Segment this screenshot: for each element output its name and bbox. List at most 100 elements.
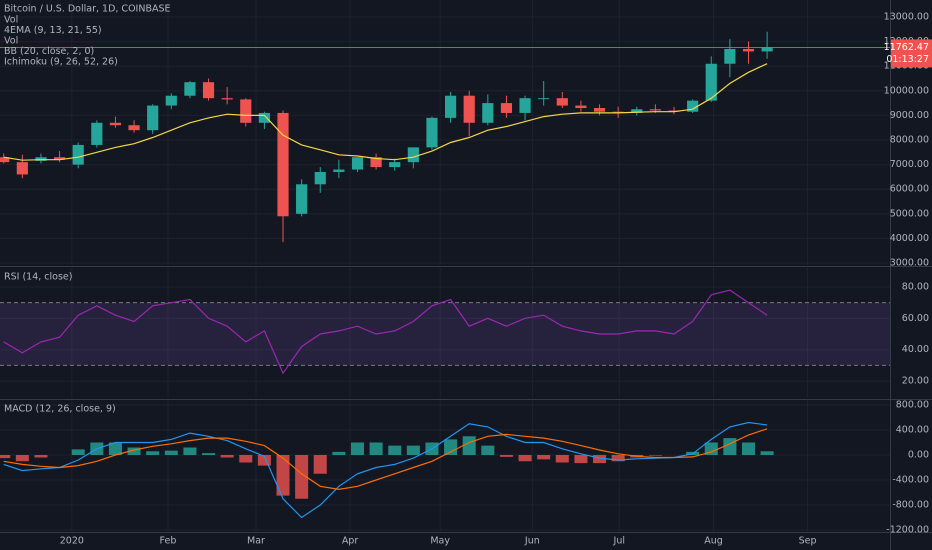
histogram-bar (276, 455, 290, 496)
histogram-bar (220, 455, 234, 458)
y-tick-label: 4000.00 (890, 233, 929, 244)
histogram-bar (723, 438, 737, 455)
candle-body (426, 117, 438, 148)
histogram-bar (593, 455, 607, 464)
candle-body (761, 47, 773, 52)
x-tick-label: Apr (342, 536, 359, 547)
x-tick-label: Feb (160, 536, 177, 547)
last-price-label: 11762.47 (884, 42, 929, 53)
indicator-legend: Ichimoku (9, 26, 52, 26) (4, 57, 118, 68)
candle-body (445, 95, 457, 118)
candle-body (165, 95, 177, 106)
histogram-bar (239, 455, 253, 463)
histogram-bar (537, 455, 551, 460)
histogram-bar (108, 442, 122, 455)
x-tick-label: Sep (799, 536, 817, 547)
y-tick-label: 6000.00 (890, 184, 929, 195)
x-tick-label: May (430, 536, 450, 547)
histogram-bar (555, 455, 569, 463)
x-tick-label: Mar (247, 536, 265, 547)
indicator-line (3, 428, 768, 491)
candle-body (742, 48, 755, 52)
indicator-line (3, 421, 768, 519)
histogram-bar (462, 436, 476, 455)
y-tick-label: 10000.00 (884, 85, 929, 96)
pane-title: Bitcoin / U.S. Dollar, 1D, COINBASE (4, 4, 171, 15)
pane-title: RSI (14, close) (4, 272, 72, 283)
candle-body (72, 144, 84, 165)
histogram-bar (499, 455, 513, 457)
candle-body (240, 99, 252, 123)
candle-body (277, 112, 289, 217)
histogram-bar (648, 455, 662, 456)
y-tick-label: 5000.00 (890, 208, 929, 219)
y-tick-label: 0.00 (908, 450, 929, 461)
indicator-legend: Vol (4, 36, 18, 47)
histogram-bar (388, 445, 402, 455)
candle-body (314, 171, 326, 185)
histogram-bar (704, 442, 718, 455)
candle-body (202, 82, 215, 99)
candle-body (258, 112, 270, 123)
y-tick-label: 40.00 (902, 344, 929, 355)
indicator-legend: BB (20, close, 2, 0) (4, 46, 94, 57)
histogram-bar (257, 455, 271, 466)
histogram-bar (146, 451, 160, 455)
indicator-legend: 4EMA (9, 13, 21, 55) (4, 25, 102, 36)
candle-body (463, 95, 475, 123)
candle-body (351, 157, 364, 170)
candle-body (53, 157, 66, 160)
candle-body (724, 48, 736, 64)
candle-body (631, 109, 643, 113)
histogram-bar (444, 439, 458, 455)
y-tick-label: 3000.00 (890, 258, 929, 269)
indicator-legend: Vol (4, 15, 18, 26)
histogram-bar (611, 455, 625, 462)
candle-body (147, 105, 159, 131)
candle-body (370, 157, 382, 168)
y-tick-label: 400.00 (896, 425, 929, 436)
candle-body (109, 122, 122, 126)
y-tick-label: -800.00 (892, 500, 929, 511)
candle-body (333, 169, 345, 172)
candle-body (500, 103, 513, 113)
candle-body (575, 105, 587, 109)
y-tick-label: 7000.00 (890, 159, 929, 170)
y-tick-label: -400.00 (892, 475, 929, 486)
histogram-bar (183, 447, 197, 455)
pane: 20.00 40.00 60.00 80.00 RSI (14, close) (0, 272, 929, 387)
x-tick-label: 2020 (60, 536, 84, 547)
y-tick-label: 60.00 (902, 313, 929, 324)
candle-body (407, 147, 419, 163)
candle-body (482, 103, 494, 123)
pane-title: MACD (12, 26, close, 9) (4, 404, 116, 415)
rsi-band (0, 302, 890, 366)
candle-body (687, 100, 699, 112)
y-tick-label: 800.00 (896, 400, 929, 411)
candle-body (556, 98, 568, 106)
histogram-bar (518, 455, 532, 462)
x-tick-label: Aug (704, 536, 723, 547)
histogram-bar (369, 442, 383, 455)
histogram-bar (164, 450, 178, 455)
indicator-line (3, 63, 768, 161)
candle-body (649, 109, 661, 111)
histogram-bar (741, 442, 756, 455)
histogram-bar (295, 455, 309, 499)
histogram-bar (71, 449, 85, 455)
y-tick-label: 9000.00 (890, 110, 929, 121)
candle-body (128, 125, 140, 131)
candle-body (184, 82, 196, 96)
y-tick-label: 80.00 (902, 281, 929, 292)
candle-body (705, 63, 717, 101)
last-price-box (891, 39, 932, 68)
histogram-bar (202, 453, 216, 455)
countdown-label: 01:13:27 (886, 54, 929, 65)
candle-body (35, 157, 47, 161)
histogram-bar (313, 455, 327, 474)
x-tick-label: Jun (524, 536, 540, 547)
y-tick-label: 8000.00 (890, 135, 929, 146)
candle-body (91, 122, 103, 145)
